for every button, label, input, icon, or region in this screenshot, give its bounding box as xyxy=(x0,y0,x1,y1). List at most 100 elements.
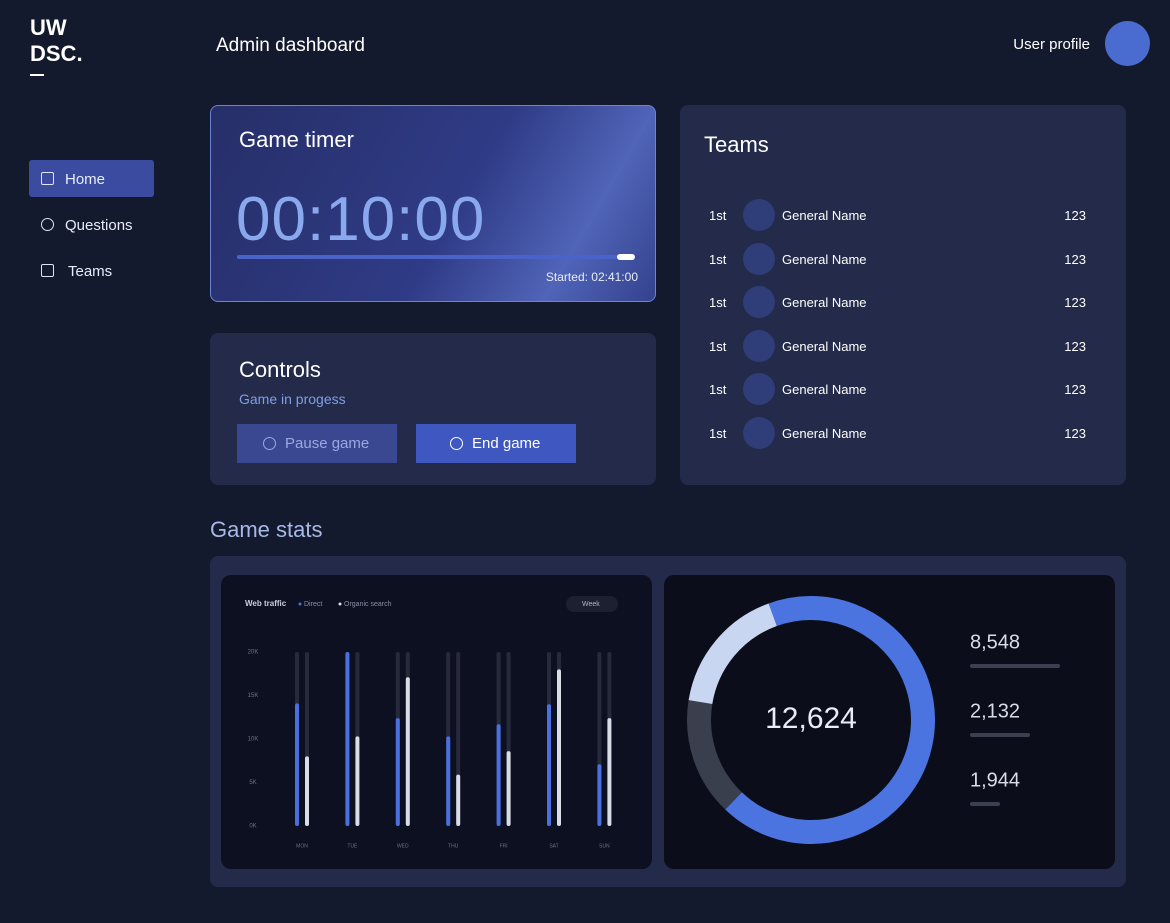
logo-underline xyxy=(30,74,44,76)
control-button[interactable]: End game xyxy=(416,424,576,463)
nav-icon xyxy=(41,172,54,185)
period-button[interactable] xyxy=(566,596,618,612)
donut-center: 12,624 xyxy=(765,702,857,735)
progress-knob xyxy=(616,254,635,260)
team-name: General Name xyxy=(782,208,867,223)
nav-item[interactable]: Home xyxy=(65,171,106,188)
y-tick-label: 15K xyxy=(248,693,259,699)
donut-sublabel xyxy=(970,802,1000,806)
team-name: General Name xyxy=(782,425,867,441)
nav-active-bg xyxy=(29,160,154,197)
donut-sublabel xyxy=(970,733,1030,737)
button-label: End game xyxy=(472,435,541,452)
bar xyxy=(355,736,360,826)
controls-card: Controls Game in progess Pause game End gam… xyxy=(210,333,656,485)
avatar[interactable] xyxy=(1105,21,1150,66)
team-rank: 1st xyxy=(709,382,727,397)
team-name: General Name xyxy=(782,338,867,354)
progress-bar xyxy=(237,255,623,259)
team-rank: 1st xyxy=(709,251,727,267)
timer-time: 00:10:00 xyxy=(236,185,486,254)
x-tick-label: THU xyxy=(448,843,459,849)
period-label: Week xyxy=(582,601,600,608)
y-tick-label: 10K xyxy=(248,737,259,743)
bar xyxy=(295,703,299,826)
x-tick-label: TUE xyxy=(347,843,358,849)
timer-card: Game timer 00:10:00 Started: 02:41:00 xyxy=(210,105,656,302)
x-tick-label: FRI xyxy=(500,843,508,849)
x-tick-label: SAT xyxy=(549,843,558,849)
team-score: 123 xyxy=(1064,425,1086,441)
bar xyxy=(405,677,410,826)
legend-label: Organic search xyxy=(344,601,392,608)
chart-panel xyxy=(664,575,1115,869)
legend-label: Direct xyxy=(304,601,322,608)
y-tick-label: 5K xyxy=(249,780,256,786)
donut-value: 8,548 xyxy=(970,631,1020,653)
card-title: Game timer xyxy=(239,127,354,152)
bar xyxy=(446,736,451,826)
chart-panel xyxy=(221,575,652,869)
logo-line: DSC. xyxy=(30,41,83,66)
team-name: General Name xyxy=(782,251,867,267)
team-avatar xyxy=(743,199,775,231)
bar xyxy=(597,764,602,826)
bar xyxy=(456,774,461,826)
button-icon xyxy=(450,437,463,450)
bar xyxy=(395,718,400,826)
y-tick-label: 0K xyxy=(249,824,256,830)
bar xyxy=(557,669,561,826)
bar xyxy=(496,724,501,826)
nav-item[interactable]: Teams xyxy=(68,263,113,280)
controls-status: Game in progess xyxy=(239,391,346,407)
team-rank: 1st xyxy=(709,295,727,310)
team-score: 123 xyxy=(1064,338,1086,354)
nav-icon xyxy=(41,264,54,277)
donut-segment xyxy=(688,603,778,705)
team-name: General Name xyxy=(782,382,867,397)
bar xyxy=(506,751,511,826)
team-avatar xyxy=(743,286,775,318)
logo-line: UW xyxy=(30,15,67,40)
team-score: 123 xyxy=(1064,382,1086,397)
donut-value: 2,132 xyxy=(970,700,1020,722)
bar xyxy=(547,704,551,826)
y-tick-label: 20K xyxy=(248,650,259,656)
team-rank: 1st xyxy=(709,425,727,441)
x-tick-label: SUN xyxy=(599,843,610,849)
bar xyxy=(607,718,612,826)
donut-segment xyxy=(687,700,743,810)
chart-title: Web traffic xyxy=(245,599,287,608)
button-icon xyxy=(263,437,276,450)
card-title: Teams xyxy=(704,132,769,157)
control-button[interactable]: Pause game xyxy=(237,424,397,463)
team-rank: 1st xyxy=(709,208,727,223)
button-label: Pause game xyxy=(285,435,370,452)
team-avatar xyxy=(743,242,775,275)
legend-dot xyxy=(298,602,302,606)
card-title: Controls xyxy=(239,357,321,382)
team-avatar xyxy=(743,329,775,362)
team-score: 123 xyxy=(1064,251,1086,267)
x-tick-label: WED xyxy=(397,843,409,849)
donut-segment xyxy=(725,596,935,844)
team-avatar xyxy=(743,373,775,405)
timer-started: Started: 02:41:00 xyxy=(545,270,638,284)
team-score: 123 xyxy=(1064,295,1086,310)
donut-value: 1,944 xyxy=(970,769,1020,791)
legend-dot xyxy=(338,602,342,606)
user-profile[interactable]: User profile xyxy=(1013,36,1090,53)
donut-sublabel xyxy=(970,664,1060,668)
team-name: General Name xyxy=(782,295,867,310)
bar xyxy=(305,756,309,826)
nav-item[interactable]: Questions xyxy=(65,217,133,234)
team-avatar xyxy=(743,416,775,449)
teams-card: Teams 1st General Name 123 1st General Name 12… xyxy=(680,105,1126,485)
team-rank: 1st xyxy=(709,338,727,354)
section-title: Game stats xyxy=(210,517,323,542)
x-tick-label: MON xyxy=(296,843,308,849)
header-title: Admin dashboard xyxy=(216,35,365,56)
team-score: 123 xyxy=(1064,208,1086,223)
